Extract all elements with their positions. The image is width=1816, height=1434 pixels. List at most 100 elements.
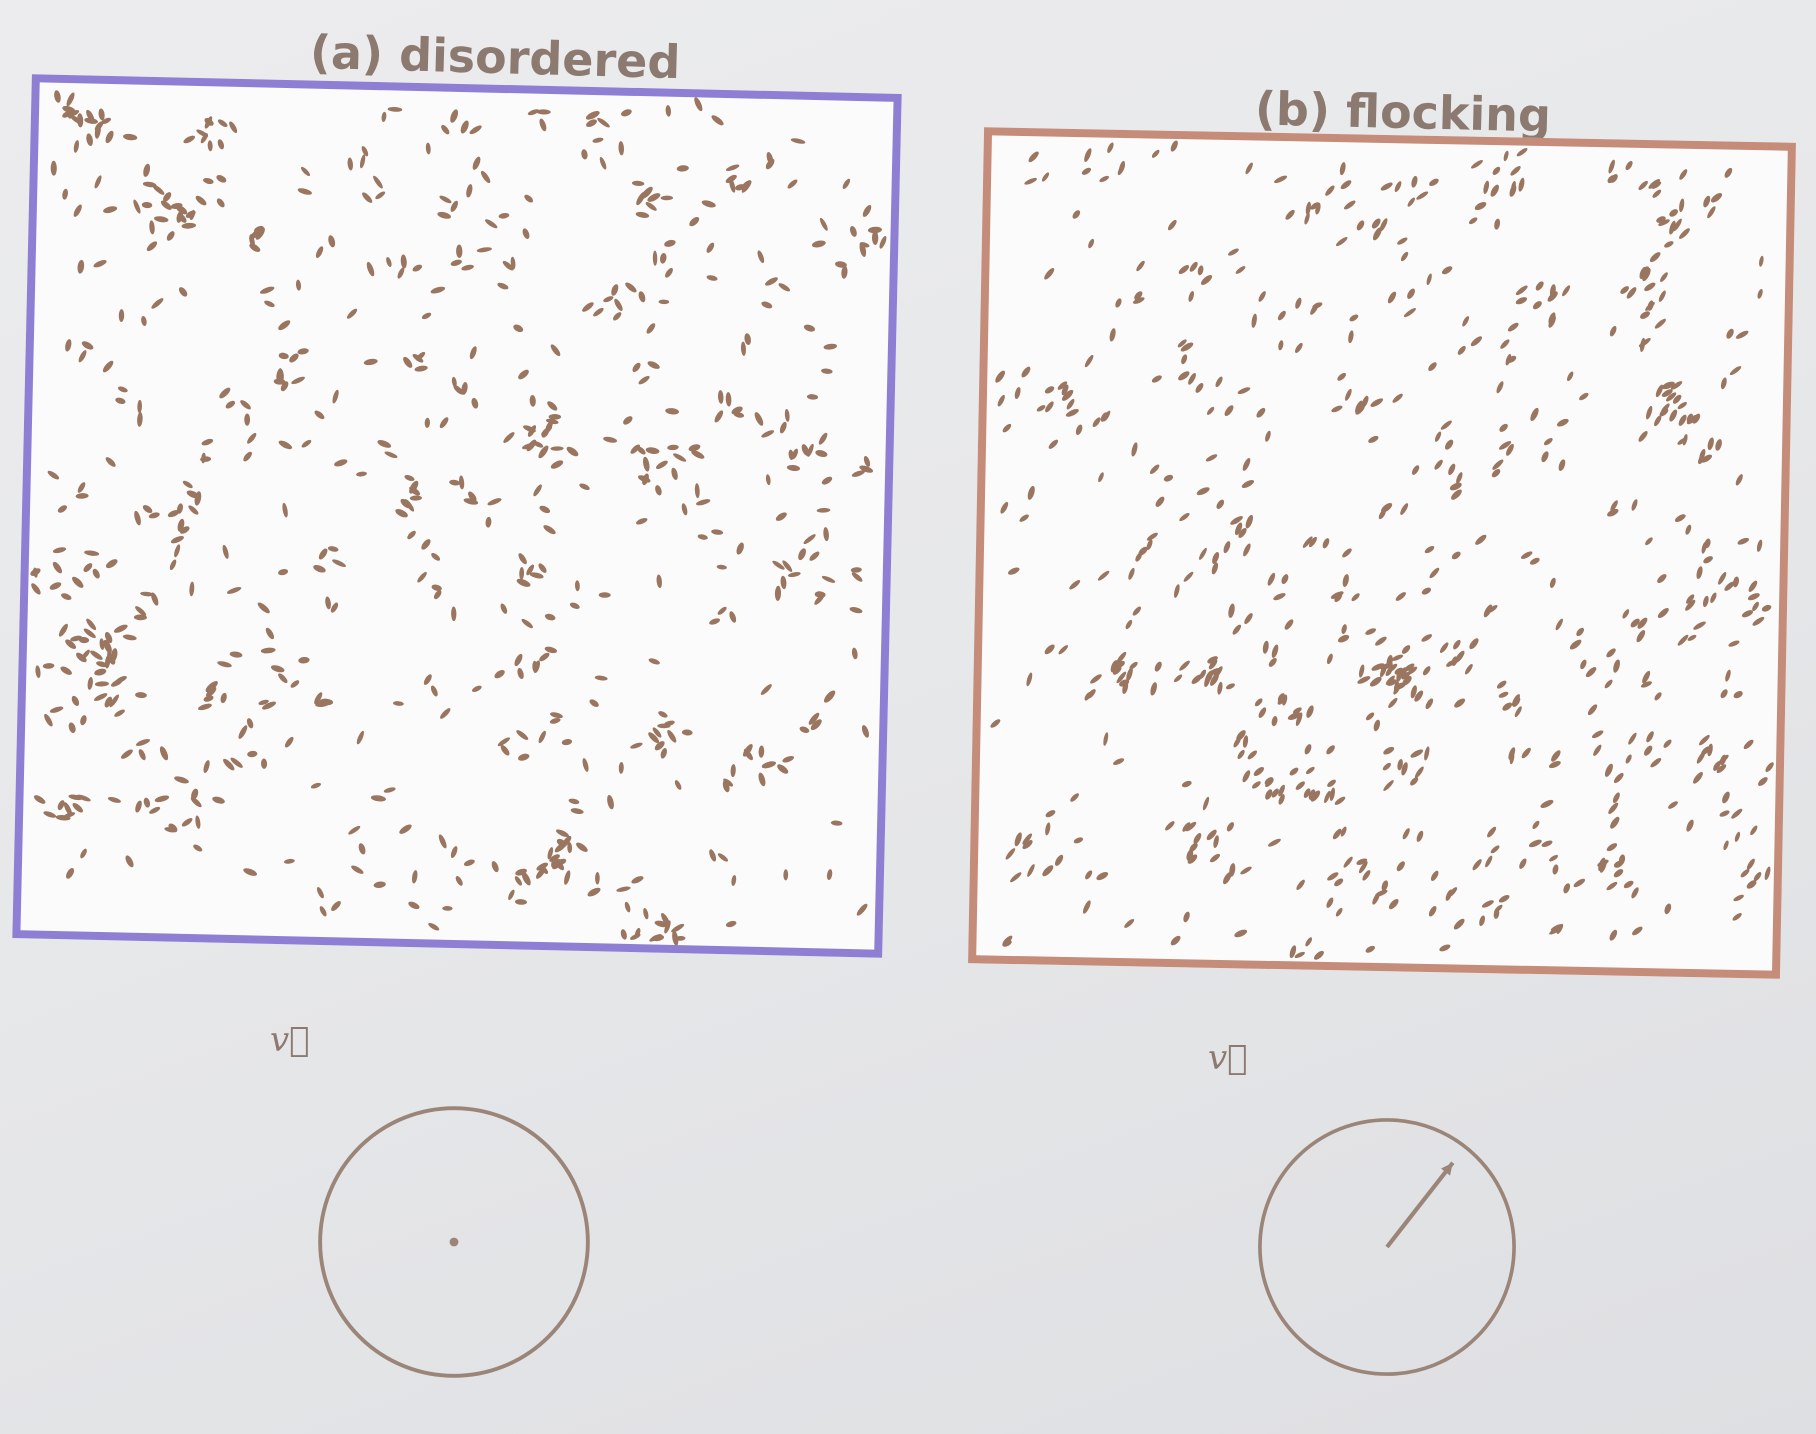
particle (1256, 407, 1266, 418)
particle (392, 701, 404, 706)
particle (799, 726, 810, 733)
particle (68, 722, 76, 733)
particle (788, 449, 794, 461)
particle (80, 715, 87, 726)
particle (347, 308, 358, 319)
particle (1394, 181, 1402, 193)
particle (676, 165, 689, 172)
particle (765, 474, 771, 486)
particle (1646, 405, 1653, 420)
particle (786, 464, 800, 472)
particle (1668, 801, 1678, 809)
particle (1407, 288, 1415, 299)
particle (1247, 750, 1258, 760)
particle (1178, 371, 1190, 381)
particle (1084, 148, 1092, 162)
particle (1498, 441, 1512, 450)
particle (1185, 821, 1197, 832)
particle (451, 606, 457, 622)
particle (798, 548, 806, 561)
particle (879, 236, 887, 249)
particle (697, 534, 708, 540)
particle (595, 871, 600, 885)
particle (1237, 749, 1245, 759)
particle (1429, 178, 1439, 187)
particle (543, 525, 556, 535)
particle (1337, 634, 1350, 643)
particle (1179, 660, 1190, 671)
particle (1335, 237, 1348, 247)
particle (574, 580, 580, 592)
particle (403, 356, 413, 368)
particle (1180, 342, 1194, 352)
particle (643, 907, 649, 920)
particle (1044, 644, 1055, 655)
particle (711, 529, 724, 535)
particle (366, 261, 375, 277)
particle (1281, 574, 1289, 585)
particle (1178, 265, 1190, 275)
particle (351, 865, 364, 874)
particle (497, 282, 509, 290)
particle (1585, 667, 1597, 678)
particle (851, 572, 863, 582)
particle (777, 764, 789, 774)
particle (1238, 527, 1247, 538)
particle (535, 867, 546, 879)
particle (1216, 499, 1225, 509)
particle (1479, 915, 1486, 927)
particle (1496, 680, 1507, 689)
particle (480, 170, 491, 184)
particle (1446, 659, 1456, 667)
particle (1273, 593, 1286, 601)
particle (1073, 837, 1084, 844)
particle (1679, 228, 1690, 239)
particle (316, 886, 324, 899)
particle (665, 267, 673, 278)
particle (1765, 762, 1774, 773)
particle (717, 390, 724, 404)
particle (784, 409, 790, 422)
particle (782, 755, 795, 763)
particle (1383, 780, 1394, 791)
particle (1373, 227, 1382, 241)
particle (65, 639, 77, 649)
particle (778, 283, 791, 292)
particle (118, 309, 125, 323)
particle (1541, 840, 1553, 847)
panel-b-velocity-label: v⃗ (1208, 1038, 1248, 1078)
particle (695, 499, 711, 506)
particle (442, 906, 453, 911)
particle (66, 92, 75, 107)
particle (681, 503, 688, 516)
particle (1116, 651, 1127, 664)
particle (1660, 272, 1668, 282)
particle (674, 780, 682, 790)
particle (514, 899, 528, 905)
particle (867, 226, 882, 234)
particle (536, 862, 549, 871)
particle (1394, 667, 1404, 675)
particle (1469, 638, 1479, 650)
particle (636, 518, 648, 525)
particle (569, 602, 580, 609)
particle (550, 446, 564, 451)
particle (1580, 659, 1587, 670)
particle (1737, 537, 1750, 545)
particle (1608, 159, 1615, 174)
particle (1340, 180, 1352, 190)
particle (1693, 621, 1706, 630)
particle (517, 667, 524, 680)
particle (1045, 822, 1051, 836)
particle (631, 180, 645, 186)
particle (1470, 336, 1483, 347)
particle (497, 737, 511, 747)
particle (1606, 881, 1618, 891)
particle (818, 432, 828, 445)
particle (174, 776, 189, 784)
particle (152, 184, 165, 195)
particle (1396, 861, 1405, 872)
particle (1440, 420, 1452, 430)
particle (1326, 897, 1334, 908)
particle (630, 742, 643, 749)
